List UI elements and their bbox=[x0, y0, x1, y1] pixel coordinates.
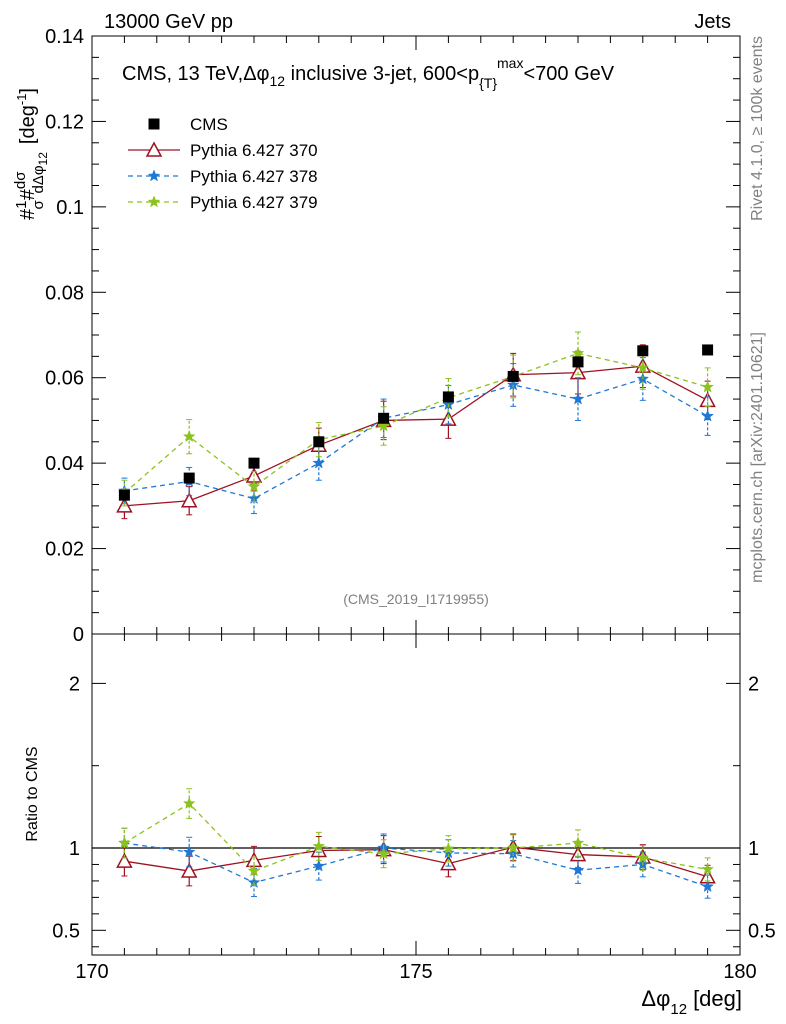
ratio-y-axis-label: Ratio to CMS bbox=[24, 746, 41, 841]
chart-title: CMS, 13 TeV,Δφ12 inclusive 3-jet, 600<p{… bbox=[122, 55, 615, 91]
legend-marker bbox=[147, 195, 161, 208]
series-line bbox=[123, 352, 708, 494]
data-point bbox=[377, 419, 390, 432]
ratio-series-line bbox=[124, 846, 708, 878]
data-point bbox=[637, 345, 649, 357]
svg-text:#1σ#dσdΔφ12[deg-1]: #1σ#dσdΔφ12[deg-1] bbox=[12, 88, 50, 220]
y-tick-label: 0.02 bbox=[45, 539, 84, 561]
ratio-tick-label-right: 1 bbox=[748, 838, 759, 860]
data-point bbox=[183, 472, 195, 484]
y-tick-label: 0 bbox=[73, 624, 84, 646]
ratio-point bbox=[701, 879, 714, 893]
ratio-series-line bbox=[124, 802, 708, 872]
ratio-point bbox=[571, 836, 585, 849]
ratio-point bbox=[571, 863, 585, 876]
data-point bbox=[636, 361, 650, 374]
data-point bbox=[442, 391, 454, 403]
y-tick-label: 0.1 bbox=[56, 197, 84, 219]
legend-marker bbox=[145, 141, 163, 157]
series-1 bbox=[116, 344, 716, 889]
header-left: 13000 GeV pp bbox=[104, 11, 233, 33]
data-point bbox=[248, 457, 260, 469]
legend-label: Pythia 6.427 379 bbox=[190, 193, 318, 212]
x-tick-label: 170 bbox=[75, 961, 108, 983]
legend-label: Pythia 6.427 378 bbox=[190, 167, 318, 186]
y-tick-label: 0.14 bbox=[45, 26, 84, 48]
data-point bbox=[182, 429, 196, 443]
ratio-plot-frame bbox=[91, 633, 741, 956]
ratio-point bbox=[312, 839, 326, 852]
data-point bbox=[378, 412, 390, 424]
series-3 bbox=[118, 331, 714, 886]
x-axis-label: Δφ12 [deg] bbox=[641, 986, 742, 1018]
data-point bbox=[180, 492, 198, 508]
rivet-version-text: Rivet 4.1.0, ≥ 100k events bbox=[749, 36, 766, 221]
y-tick-label: 0.08 bbox=[45, 282, 84, 304]
ratio-point bbox=[182, 796, 196, 809]
ratio-series-line bbox=[124, 842, 708, 888]
mcplots-text: mcplots.cern.ch [arXiv:2401.10621] bbox=[749, 332, 766, 583]
ratio-tick-label-right: 2 bbox=[748, 673, 759, 695]
series-line bbox=[124, 365, 708, 507]
data-point bbox=[312, 456, 326, 469]
ratio-point bbox=[180, 862, 198, 878]
y-axis-label: #1σ#dσdΔφ12[deg-1] bbox=[12, 88, 50, 220]
ratio-point bbox=[701, 862, 714, 875]
ratio-tick-label-left: 0.5 bbox=[52, 920, 80, 942]
legend-marker bbox=[148, 118, 160, 130]
data-point bbox=[572, 356, 584, 368]
y-tick-label: 0.12 bbox=[45, 111, 84, 133]
ratio-point bbox=[116, 852, 133, 868]
data-point bbox=[702, 344, 714, 356]
x-tick-label: 180 bbox=[723, 961, 756, 983]
ratio-tick-label-right: 0.5 bbox=[748, 920, 776, 942]
data-point bbox=[247, 479, 261, 493]
header-right: Jets bbox=[694, 11, 731, 33]
legend-marker bbox=[147, 169, 161, 182]
data-point bbox=[118, 489, 130, 501]
analysis-tag: (CMS_2019_I1719955) bbox=[343, 591, 489, 607]
ratio-point bbox=[182, 845, 196, 858]
ratio-point bbox=[247, 864, 261, 877]
ratio-tick-label-left: 2 bbox=[69, 673, 80, 695]
data-point bbox=[701, 380, 714, 393]
data-point bbox=[313, 436, 325, 448]
ratio-point bbox=[377, 847, 390, 860]
data-point bbox=[507, 370, 519, 382]
data-point bbox=[571, 346, 585, 359]
y-tick-label: 0.06 bbox=[45, 368, 84, 390]
ratio-point bbox=[118, 836, 131, 849]
series-line bbox=[124, 378, 708, 500]
y-tick-label: 0.04 bbox=[45, 453, 84, 475]
x-tick-label: 175 bbox=[399, 961, 432, 983]
data-point bbox=[571, 392, 585, 405]
ratio-point bbox=[312, 859, 326, 872]
ratio-tick-label-left: 1 bbox=[69, 838, 80, 860]
ratio-point bbox=[442, 842, 455, 855]
ratio-point bbox=[506, 841, 520, 854]
data-point bbox=[701, 409, 714, 422]
legend-label: CMS bbox=[190, 115, 228, 134]
legend-label: Pythia 6.427 370 bbox=[190, 141, 318, 160]
ratio-point bbox=[636, 851, 650, 864]
series-0 bbox=[118, 344, 714, 501]
